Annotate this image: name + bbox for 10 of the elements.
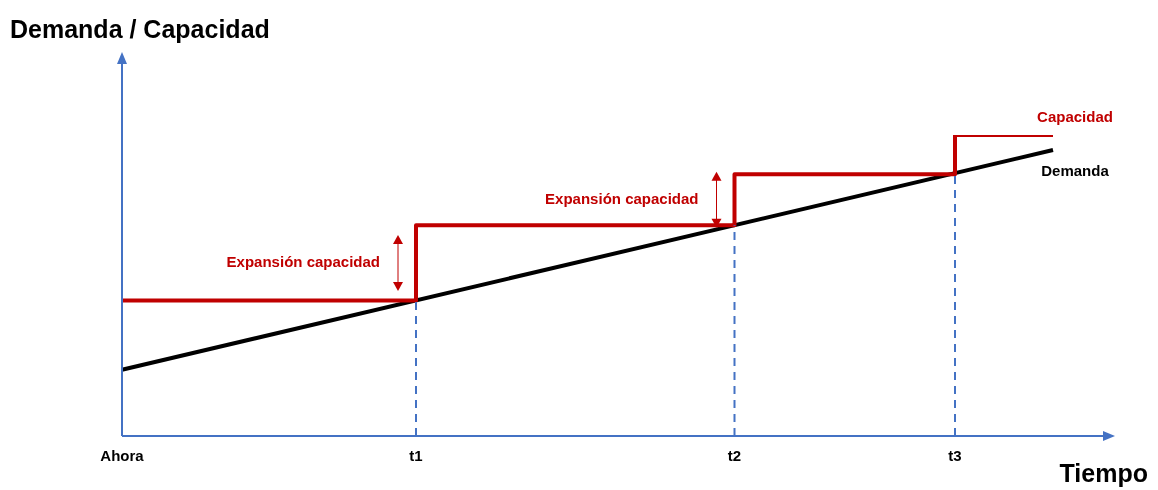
x-tick-label: t3 <box>948 447 962 465</box>
x-tick-label: t1 <box>409 447 423 465</box>
x-tick-label: Ahora <box>100 447 145 465</box>
annotation: Expansión capacidad <box>545 189 699 207</box>
x-tick-label: t2 <box>727 447 742 465</box>
chart-title: Demanda / Capacidad <box>10 15 270 43</box>
series-label: Demanda <box>1041 161 1110 179</box>
x-axis-title: Tiempo <box>1059 459 1148 487</box>
series-label: Capacidad <box>1037 107 1113 125</box>
annotation: Expansión capacidad <box>226 253 380 271</box>
